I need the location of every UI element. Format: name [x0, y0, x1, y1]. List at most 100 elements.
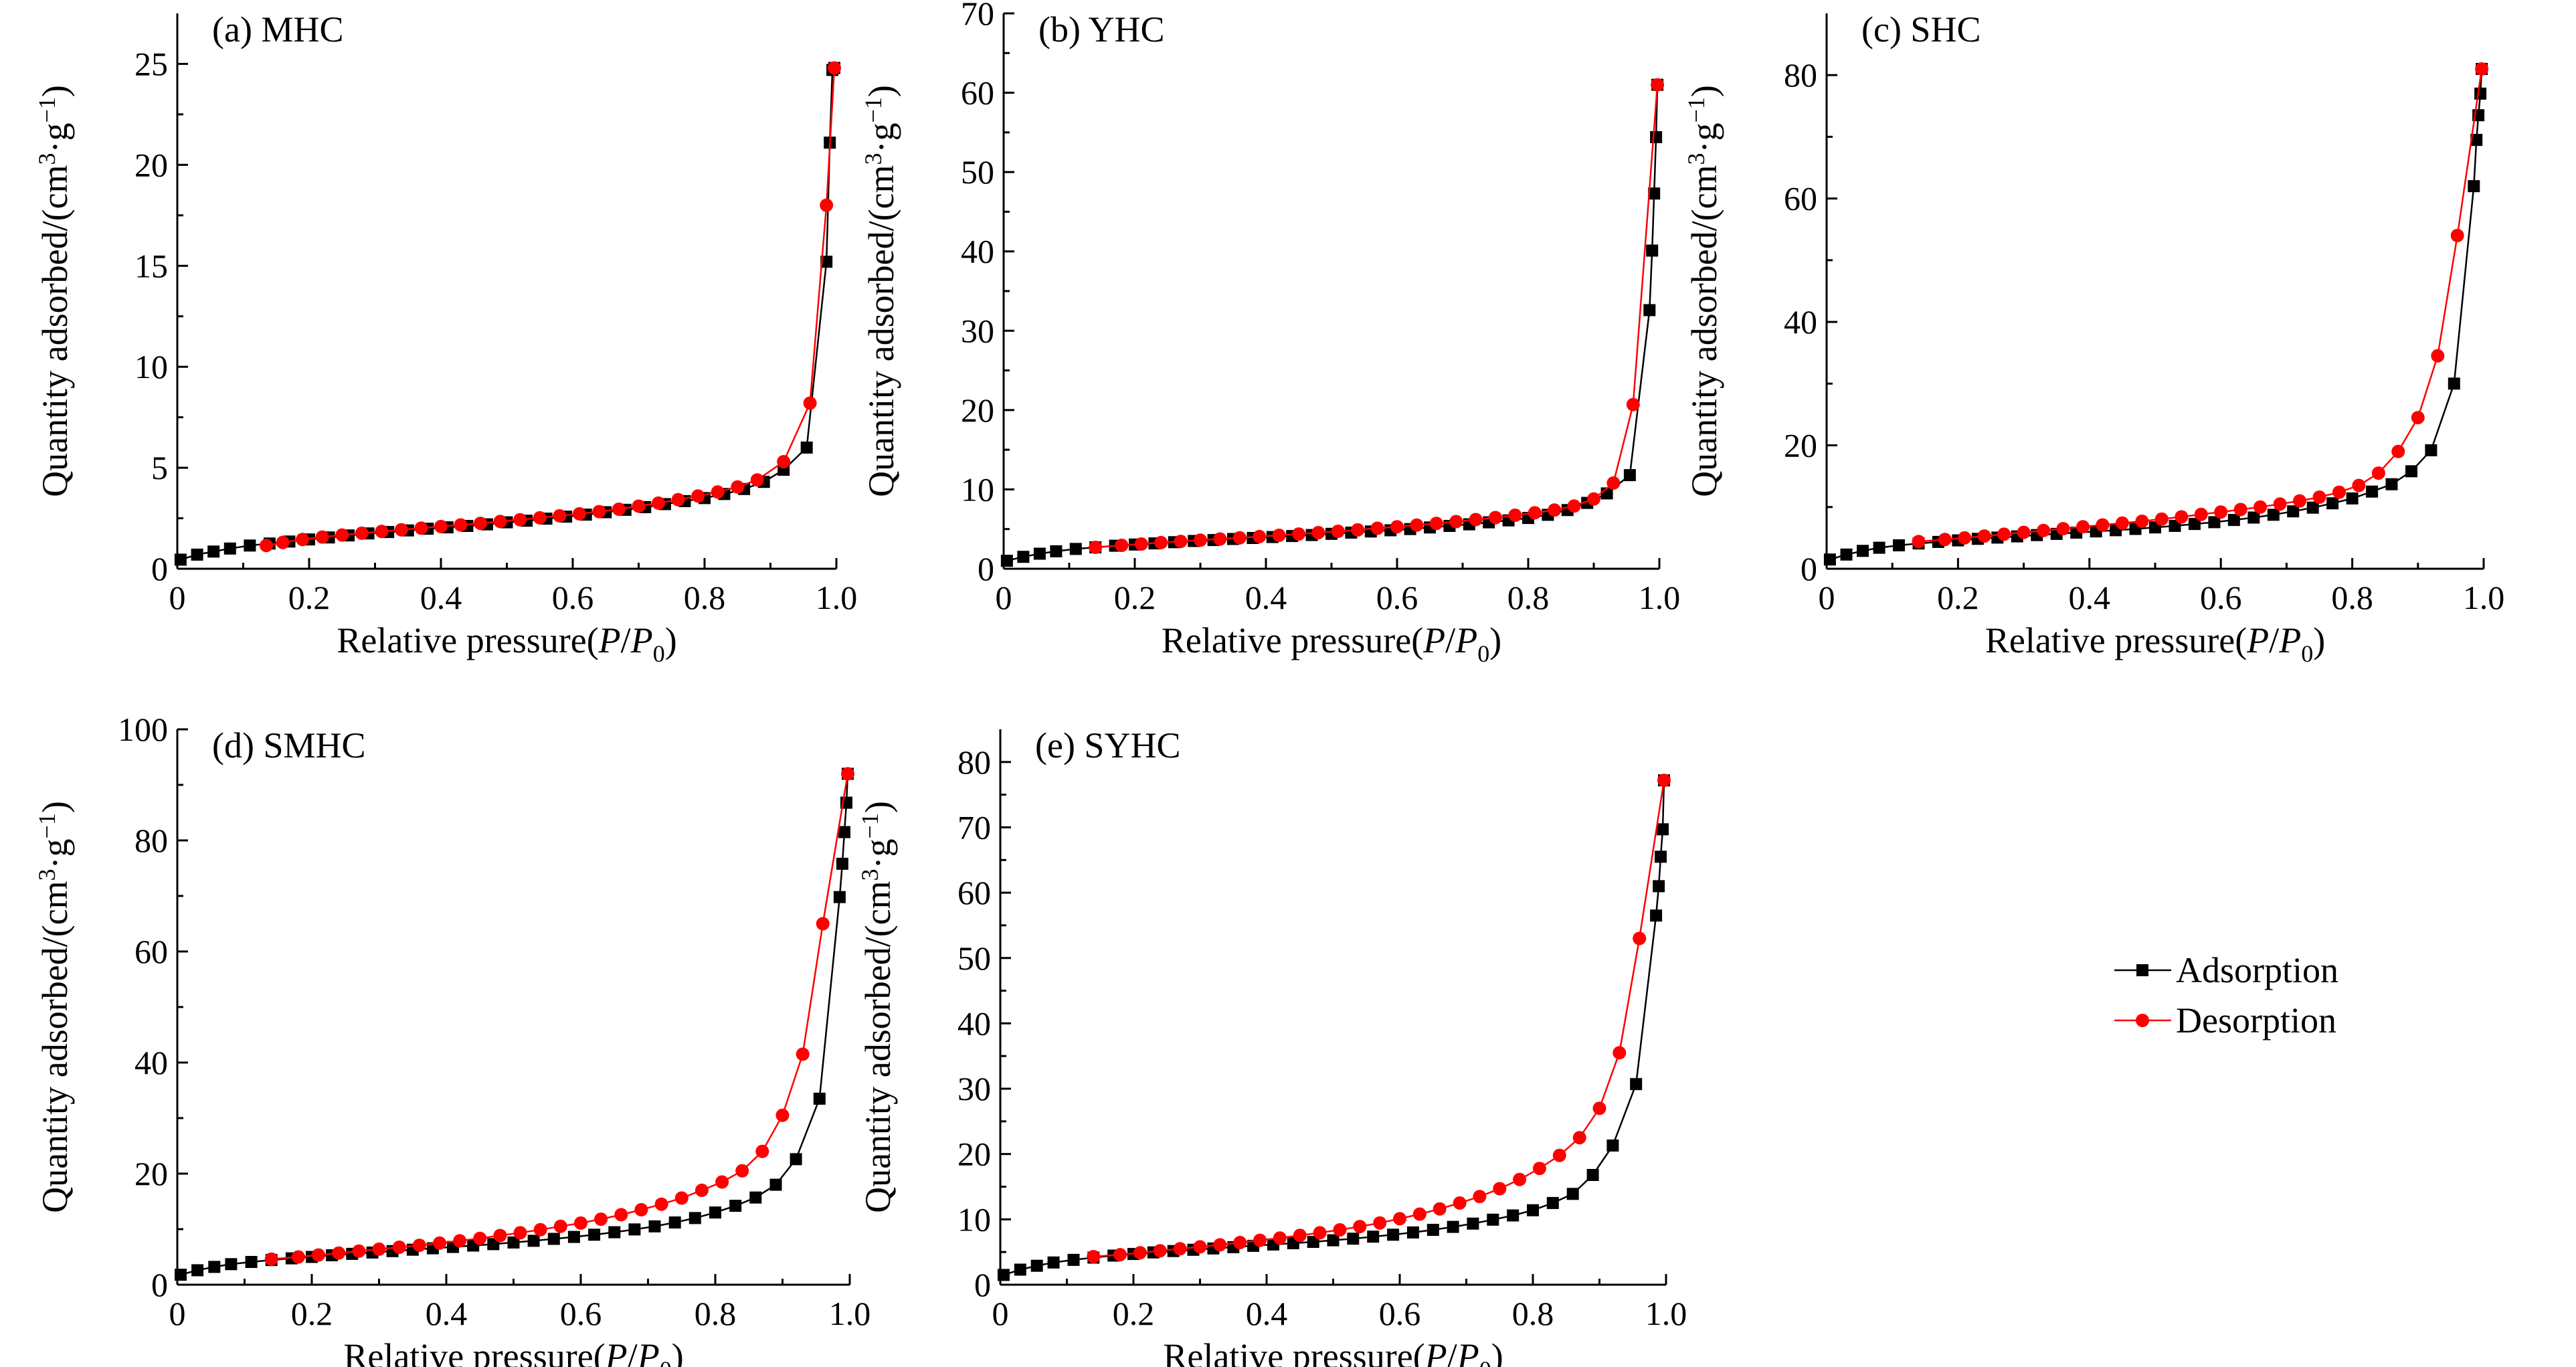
data-point-desorption: [533, 511, 547, 525]
data-point-adsorption: [1823, 553, 1836, 566]
y-tick-label: 50: [961, 153, 994, 191]
series-adsorption: [998, 774, 1670, 1281]
data-point-adsorption: [244, 539, 256, 552]
y-tick-label: 20: [134, 1155, 168, 1192]
data-point-desorption: [828, 61, 841, 75]
data-point-desorption: [2076, 520, 2090, 534]
data-point-adsorption: [507, 1236, 520, 1249]
data-point-adsorption: [2470, 134, 2483, 147]
data-point-adsorption: [1873, 541, 1885, 554]
data-point-adsorption: [1657, 823, 1669, 836]
chart-panel-2: 0 10 20 30 40 50 60 70 0 0.2 0.4 0.6 0.8 1.0 (b) YHC Qu…: [860, 0, 1680, 667]
data-point-desorption: [412, 1239, 426, 1253]
data-point-desorption: [671, 492, 685, 507]
chart-panel-3: 0 20 40 60 80 0 0.2 0.4 0.6 0.8 1.0 (c) SHC Quantity…: [1683, 9, 2504, 667]
data-point-desorption: [513, 513, 527, 527]
data-point-adsorption: [2448, 377, 2460, 390]
y-tick-label: 5: [151, 449, 168, 486]
data-point-desorption: [1657, 773, 1671, 788]
y-tick-label: 60: [134, 933, 168, 970]
data-point-adsorption: [608, 1226, 621, 1239]
chart-panel-4: 0 20 40 60 80 100 0 0.2 0.4 0.6 0.8 1.0 (d) SMHC Quan…: [33, 711, 870, 1367]
data-point-desorption: [803, 396, 817, 410]
data-point-adsorption: [1566, 1188, 1579, 1200]
data-point-desorption: [1313, 1226, 1327, 1240]
y-tick-label: 20: [1784, 427, 1817, 464]
data-point-desorption: [572, 507, 586, 521]
data-point-adsorption: [1067, 1253, 1080, 1266]
x-tick-label: 1.0: [2463, 579, 2505, 616]
data-point-desorption: [355, 526, 369, 540]
x-tick-label: 0: [1819, 579, 1835, 616]
y-tick-label: 40: [134, 1044, 168, 1081]
data-point-desorption: [841, 767, 854, 781]
x-axis-title: Relative pressure(P/P0): [1985, 620, 2325, 667]
y-tick-label: 70: [961, 0, 994, 32]
panel-title: (a) MHC: [212, 9, 343, 50]
data-point-adsorption: [1527, 1204, 1539, 1216]
data-point-adsorption: [648, 1220, 661, 1233]
data-point-desorption: [1473, 1190, 1487, 1204]
data-point-adsorption: [1017, 551, 1030, 563]
data-point-desorption: [592, 505, 606, 519]
data-point-desorption: [1232, 531, 1247, 545]
data-point-adsorption: [487, 1238, 500, 1251]
data-point-desorption: [1626, 397, 1640, 412]
data-point-desorption: [2371, 466, 2385, 480]
data-point-desorption: [2233, 503, 2247, 517]
data-point-desorption: [1410, 518, 1424, 532]
data-point-desorption: [1572, 1131, 1586, 1145]
data-point-adsorption: [2306, 501, 2319, 514]
data-point-desorption: [1153, 1244, 1167, 1258]
x-tick-label: 0.2: [1937, 579, 1979, 616]
x-tick-label: 0.8: [1512, 1295, 1554, 1332]
data-point-adsorption: [790, 1153, 802, 1166]
y-tick-label: 60: [957, 874, 991, 911]
data-point-desorption: [493, 1228, 507, 1243]
data-point-adsorption: [709, 1206, 721, 1219]
data-point-desorption: [1154, 535, 1168, 549]
legend-label-desorption: Desorption: [2176, 1000, 2336, 1040]
x-axis-title: Relative pressure(P/P0): [1163, 1336, 1503, 1367]
x-tick-label: 1.0: [1639, 579, 1681, 616]
x-tick-label: 1.0: [816, 579, 858, 616]
data-point-desorption: [260, 539, 273, 553]
x-tick-label: 0: [169, 579, 186, 616]
data-point-desorption: [1233, 1236, 1247, 1249]
y-tick-label: 15: [134, 247, 168, 284]
y-tick-label: 25: [134, 45, 168, 82]
data-point-desorption: [2450, 229, 2464, 242]
x-tick-label: 0.8: [684, 579, 726, 616]
data-point-adsorption: [1655, 850, 1667, 863]
data-point-desorption: [553, 509, 567, 523]
y-tick-label: 30: [961, 312, 994, 349]
data-point-adsorption: [191, 1264, 204, 1277]
data-point-desorption: [394, 523, 408, 537]
data-point-desorption: [1213, 1238, 1227, 1252]
series-desorption: [1912, 62, 2489, 549]
x-tick-label: 0.2: [291, 1295, 333, 1332]
series-line-desorption: [1918, 68, 2483, 543]
y-tick-label: 40: [961, 233, 994, 270]
data-point-adsorption: [1623, 469, 1636, 482]
x-tick-label: 0.4: [420, 579, 462, 616]
x-tick-label: 0.4: [2069, 579, 2111, 616]
data-point-adsorption: [1630, 1078, 1643, 1091]
data-point-desorption: [1351, 523, 1365, 537]
data-point-adsorption: [2468, 180, 2480, 193]
data-point-adsorption: [1047, 1256, 1060, 1269]
data-point-adsorption: [1050, 545, 1063, 557]
data-point-desorption: [2411, 411, 2425, 425]
y-axis-title: Quantity adsorbed/(cm3·g−1): [860, 85, 901, 497]
data-point-desorption: [1333, 1223, 1347, 1237]
data-point-desorption: [2352, 478, 2366, 492]
y-tick-label: 10: [961, 470, 994, 508]
y-tick-label: 80: [957, 743, 991, 781]
data-point-adsorption: [2188, 518, 2201, 531]
data-point-desorption: [1087, 1250, 1101, 1263]
data-point-desorption: [612, 503, 626, 516]
data-point-adsorption: [1030, 1259, 1043, 1272]
data-point-desorption: [654, 1197, 668, 1211]
panel-title: (b) YHC: [1038, 9, 1164, 50]
data-point-desorption: [2154, 512, 2169, 526]
